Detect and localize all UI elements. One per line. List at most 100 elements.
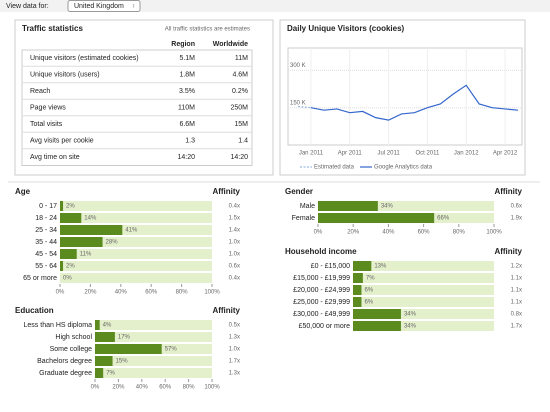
- bar: [60, 201, 64, 211]
- cell: 3.5%: [179, 88, 195, 95]
- x-tick-label: 80%: [183, 385, 196, 391]
- row-label: Avg visits per cookie: [30, 137, 94, 144]
- select-arrow: ↕: [132, 4, 135, 10]
- bar-track: [60, 249, 212, 259]
- cell: 110M: [178, 104, 195, 111]
- bar-track: [318, 201, 494, 211]
- line-series: [310, 84, 519, 121]
- cell: 14:20: [177, 154, 195, 161]
- bar-track: [95, 320, 212, 330]
- value-label: 7%: [106, 371, 115, 377]
- affinity-header: Affinity: [494, 247, 522, 256]
- bar-label: High school: [55, 334, 92, 341]
- bar-label: 35 - 44: [35, 239, 57, 246]
- affinity-value: 0.6x: [511, 204, 522, 210]
- cell: 250M: [230, 104, 248, 111]
- bar-label: Male: [300, 203, 315, 210]
- chart-title: Education: [15, 306, 54, 315]
- affinity-value: 1.1x: [511, 288, 522, 294]
- x-tick-label: 20%: [347, 230, 360, 236]
- bar: [60, 225, 123, 235]
- x-tick-label: Jan 2011: [299, 151, 324, 157]
- x-tick-label: 100%: [204, 290, 220, 296]
- bar: [95, 320, 100, 330]
- bar-label: 0 - 17: [39, 203, 57, 210]
- value-label: 15%: [116, 359, 129, 365]
- value-label: 11%: [80, 252, 92, 258]
- affinity-value: 1.7x: [511, 324, 522, 330]
- bar-track: [60, 225, 212, 235]
- bar-label: £20,000 - £24,999: [293, 287, 350, 294]
- legend-label: Google Analytics data: [374, 165, 433, 171]
- bar: [353, 297, 362, 307]
- x-tick-label: 0%: [91, 385, 100, 391]
- bar: [60, 213, 82, 223]
- x-tick-label: Jan 2012: [454, 151, 479, 157]
- affinity-value: 1.1x: [511, 300, 522, 306]
- affinity-header: Affinity: [212, 306, 240, 315]
- x-tick-label: 60%: [418, 230, 431, 236]
- affinity-value: 0.6x: [229, 264, 240, 270]
- affinity-value: 1.0x: [229, 347, 240, 353]
- value-label: 2%: [66, 204, 75, 210]
- value-label: 4%: [103, 323, 112, 329]
- x-tick-label: 100%: [486, 230, 502, 236]
- bar-label: 55 - 64: [35, 263, 57, 270]
- affinity-value: 0.8x: [511, 312, 522, 318]
- x-tick-label: 40%: [115, 290, 128, 296]
- value-label: 14%: [84, 216, 97, 222]
- bar: [60, 261, 64, 271]
- bar-label: £15,000 - £19,999: [293, 275, 350, 282]
- bar-label: Less than HS diploma: [24, 322, 93, 329]
- cell: 4.6M: [232, 71, 248, 78]
- bar-label: 25 - 34: [35, 227, 57, 234]
- row-label: Total visits: [30, 121, 63, 128]
- chart-title: Daily Unique Visitors (cookies): [287, 24, 405, 33]
- value-label: 41%: [125, 228, 138, 234]
- value-label: 13%: [374, 264, 387, 270]
- bar-label: £0 - £15,000: [311, 263, 350, 270]
- row-label: Avg time on site: [30, 154, 80, 161]
- line-series: [297, 105, 311, 109]
- x-tick-label: Apr 2012: [493, 151, 518, 157]
- cell: 1.8M: [179, 71, 195, 78]
- bar-track: [353, 261, 494, 271]
- bar-label: Bachelors degree: [37, 358, 92, 365]
- x-tick-label: 0%: [56, 290, 65, 296]
- view-label: View data for:: [6, 3, 49, 10]
- affinity-value: 1.3x: [229, 371, 240, 377]
- cell: 15M: [234, 121, 248, 128]
- value-label: 2%: [66, 264, 75, 270]
- region-select[interactable]: [67, 0, 141, 12]
- cell: 5.1M: [179, 55, 195, 62]
- value-label: 6%: [364, 300, 373, 306]
- x-tick-label: 40%: [382, 230, 395, 236]
- row-label: Reach: [30, 88, 50, 95]
- x-tick-label: 60%: [145, 290, 158, 296]
- value-label: 66%: [437, 216, 450, 222]
- bar-label: 18 - 24: [35, 215, 57, 222]
- legend-label: Estimated data: [314, 165, 355, 171]
- affinity-value: 0.4x: [229, 204, 240, 210]
- bar: [318, 213, 435, 223]
- affinity-value: 1.0x: [229, 252, 240, 258]
- affinity-value: 1.0x: [229, 240, 240, 246]
- table-note: All traffic statistics are estimates: [165, 27, 250, 33]
- bar-track: [60, 213, 212, 223]
- bar-label: £25,000 - £29,999: [293, 299, 350, 306]
- region-select-value[interactable]: United Kingdom: [74, 3, 124, 10]
- cell: 1.3: [185, 137, 195, 144]
- bar-track: [353, 285, 494, 295]
- affinity-value: 0.4x: [229, 276, 240, 282]
- affinity-value: 1.4x: [229, 228, 240, 234]
- chart-title: Gender: [285, 187, 313, 196]
- column-header: Worldwide: [213, 41, 248, 48]
- bar-track: [95, 356, 212, 366]
- bar: [318, 201, 378, 211]
- cell: 0.2%: [232, 88, 248, 95]
- visitors-panel: [279, 19, 526, 176]
- bar: [60, 249, 77, 259]
- cell: 1.4: [238, 137, 248, 144]
- bar: [353, 309, 401, 319]
